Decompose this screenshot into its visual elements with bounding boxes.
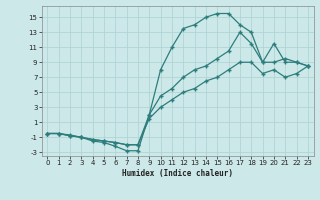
- X-axis label: Humidex (Indice chaleur): Humidex (Indice chaleur): [122, 169, 233, 178]
